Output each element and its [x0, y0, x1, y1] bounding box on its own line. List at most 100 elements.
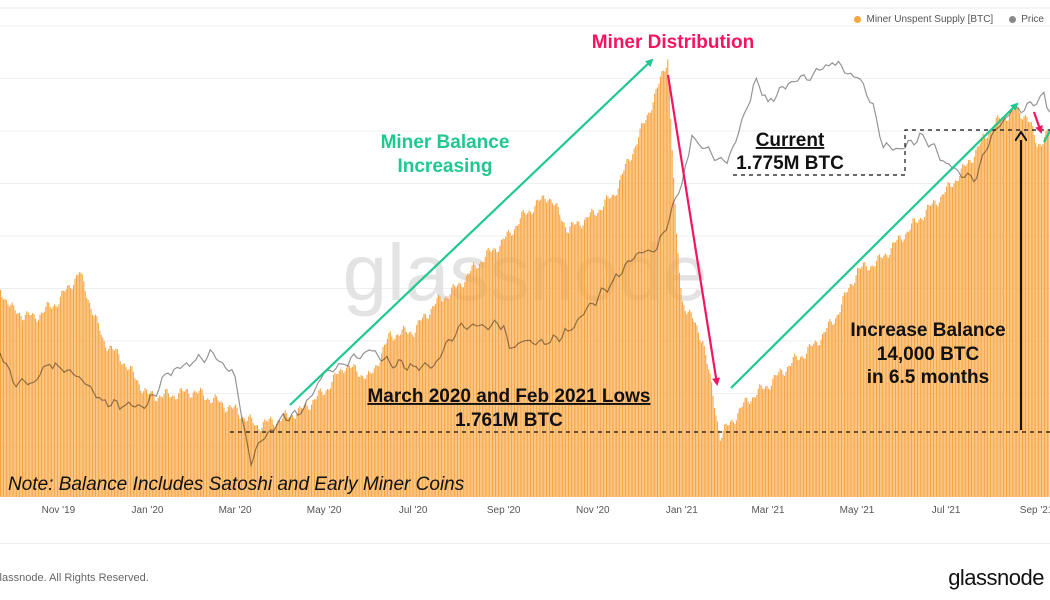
supply-bar — [1036, 146, 1038, 498]
supply-bar — [803, 358, 805, 497]
supply-bar — [378, 366, 380, 497]
supply-bar — [310, 404, 313, 497]
legend-price[interactable]: Price — [1021, 14, 1044, 25]
supply-bar — [680, 287, 682, 497]
supply-bar — [322, 395, 324, 497]
supply-bar — [305, 403, 307, 497]
supply-bar — [388, 333, 390, 497]
supply-bar — [243, 418, 245, 497]
supply-bar — [602, 206, 605, 497]
supply-bar — [795, 355, 797, 497]
supply-bar — [442, 301, 444, 497]
supply-bar — [373, 368, 375, 497]
supply-bar — [608, 198, 610, 498]
supply-bar — [487, 247, 489, 497]
supply-bar — [643, 123, 645, 497]
legend-supply[interactable]: Miner Unspent Supply [BTC] — [866, 14, 994, 25]
supply-bar — [402, 325, 405, 497]
supply-bar — [383, 344, 386, 497]
supply-bar — [820, 339, 822, 497]
supply-bar — [341, 370, 343, 497]
supply-bar — [427, 318, 429, 497]
supply-bar — [318, 390, 320, 497]
supply-bar — [191, 397, 193, 497]
supply-bar — [5, 300, 7, 497]
supply-bar — [972, 162, 974, 497]
supply-bar — [436, 298, 438, 497]
supply-bar — [1046, 129, 1048, 497]
supply-bar — [128, 369, 130, 497]
supply-bar — [29, 315, 31, 497]
supply-bar — [521, 211, 523, 497]
x-tick-label: May '21 — [840, 505, 875, 516]
supply-bar — [217, 400, 219, 497]
supply-bar — [281, 418, 283, 497]
supply-bar — [21, 320, 23, 497]
supply-bar — [623, 170, 625, 498]
supply-bar — [430, 308, 432, 497]
supply-bar — [911, 223, 913, 497]
supply-bar — [381, 353, 383, 497]
supply-bar — [73, 285, 75, 497]
supply-bar — [1032, 126, 1034, 497]
supply-bar — [308, 409, 310, 497]
supply-bar — [664, 71, 666, 498]
supply-bar — [154, 400, 156, 497]
supply-bar — [700, 342, 702, 497]
supply-bar — [611, 194, 613, 498]
supply-bar — [511, 235, 513, 497]
supply-bar — [268, 418, 270, 497]
supply-bar — [23, 319, 25, 497]
supply-bar — [67, 285, 69, 497]
supply-bar — [173, 396, 175, 497]
supply-bar — [519, 218, 521, 498]
supply-bar — [833, 323, 835, 497]
supply-bar — [496, 252, 498, 497]
supply-bar — [97, 323, 99, 497]
supply-bar — [969, 160, 971, 497]
supply-bar — [941, 194, 943, 498]
supply-bar — [239, 418, 241, 497]
supply-bar — [1001, 118, 1003, 497]
supply-bar — [785, 371, 787, 497]
supply-bar — [160, 396, 162, 497]
supply-bar — [589, 212, 591, 498]
supply-bar — [452, 284, 454, 497]
supply-bar — [56, 307, 59, 497]
supply-bar — [727, 425, 729, 497]
supply-bar — [791, 363, 793, 497]
x-axis: Nov '19 Jan '20 Mar '20 May '20 Jul '20 Sep '… — [42, 505, 1050, 516]
supply-bar — [801, 356, 803, 497]
supply-bar — [529, 211, 532, 498]
supply-bar — [924, 216, 926, 498]
supply-bar — [836, 315, 838, 497]
supply-bar — [534, 205, 536, 497]
supply-bar — [870, 266, 872, 497]
supply-bar — [1042, 144, 1044, 497]
supply-bar — [353, 364, 355, 497]
supply-bar — [731, 419, 733, 497]
supply-bar — [334, 372, 336, 497]
supply-bar — [934, 200, 936, 497]
supply-bar — [443, 298, 445, 497]
supply-bar — [632, 154, 634, 497]
supply-bar — [214, 394, 216, 497]
supply-bar — [808, 344, 810, 497]
supply-bar — [48, 302, 50, 497]
lows-title: March 2020 and Feb 2021 Lows — [367, 386, 650, 407]
supply-bar — [944, 192, 946, 497]
supply-bar — [404, 327, 406, 497]
supply-bar — [236, 407, 238, 497]
supply-bar — [759, 384, 761, 497]
note-text: Note: Balance Includes Satoshi and Early… — [8, 474, 465, 495]
supply-bar — [105, 347, 107, 497]
supply-bar — [74, 278, 76, 497]
supply-bar — [750, 401, 752, 497]
supply-bar — [728, 424, 730, 497]
supply-bar — [821, 334, 824, 497]
supply-bar — [315, 399, 317, 497]
supply-bar — [581, 228, 583, 498]
supply-bar — [27, 312, 29, 497]
supply-bar — [960, 168, 962, 497]
current-title: Current — [756, 130, 825, 151]
